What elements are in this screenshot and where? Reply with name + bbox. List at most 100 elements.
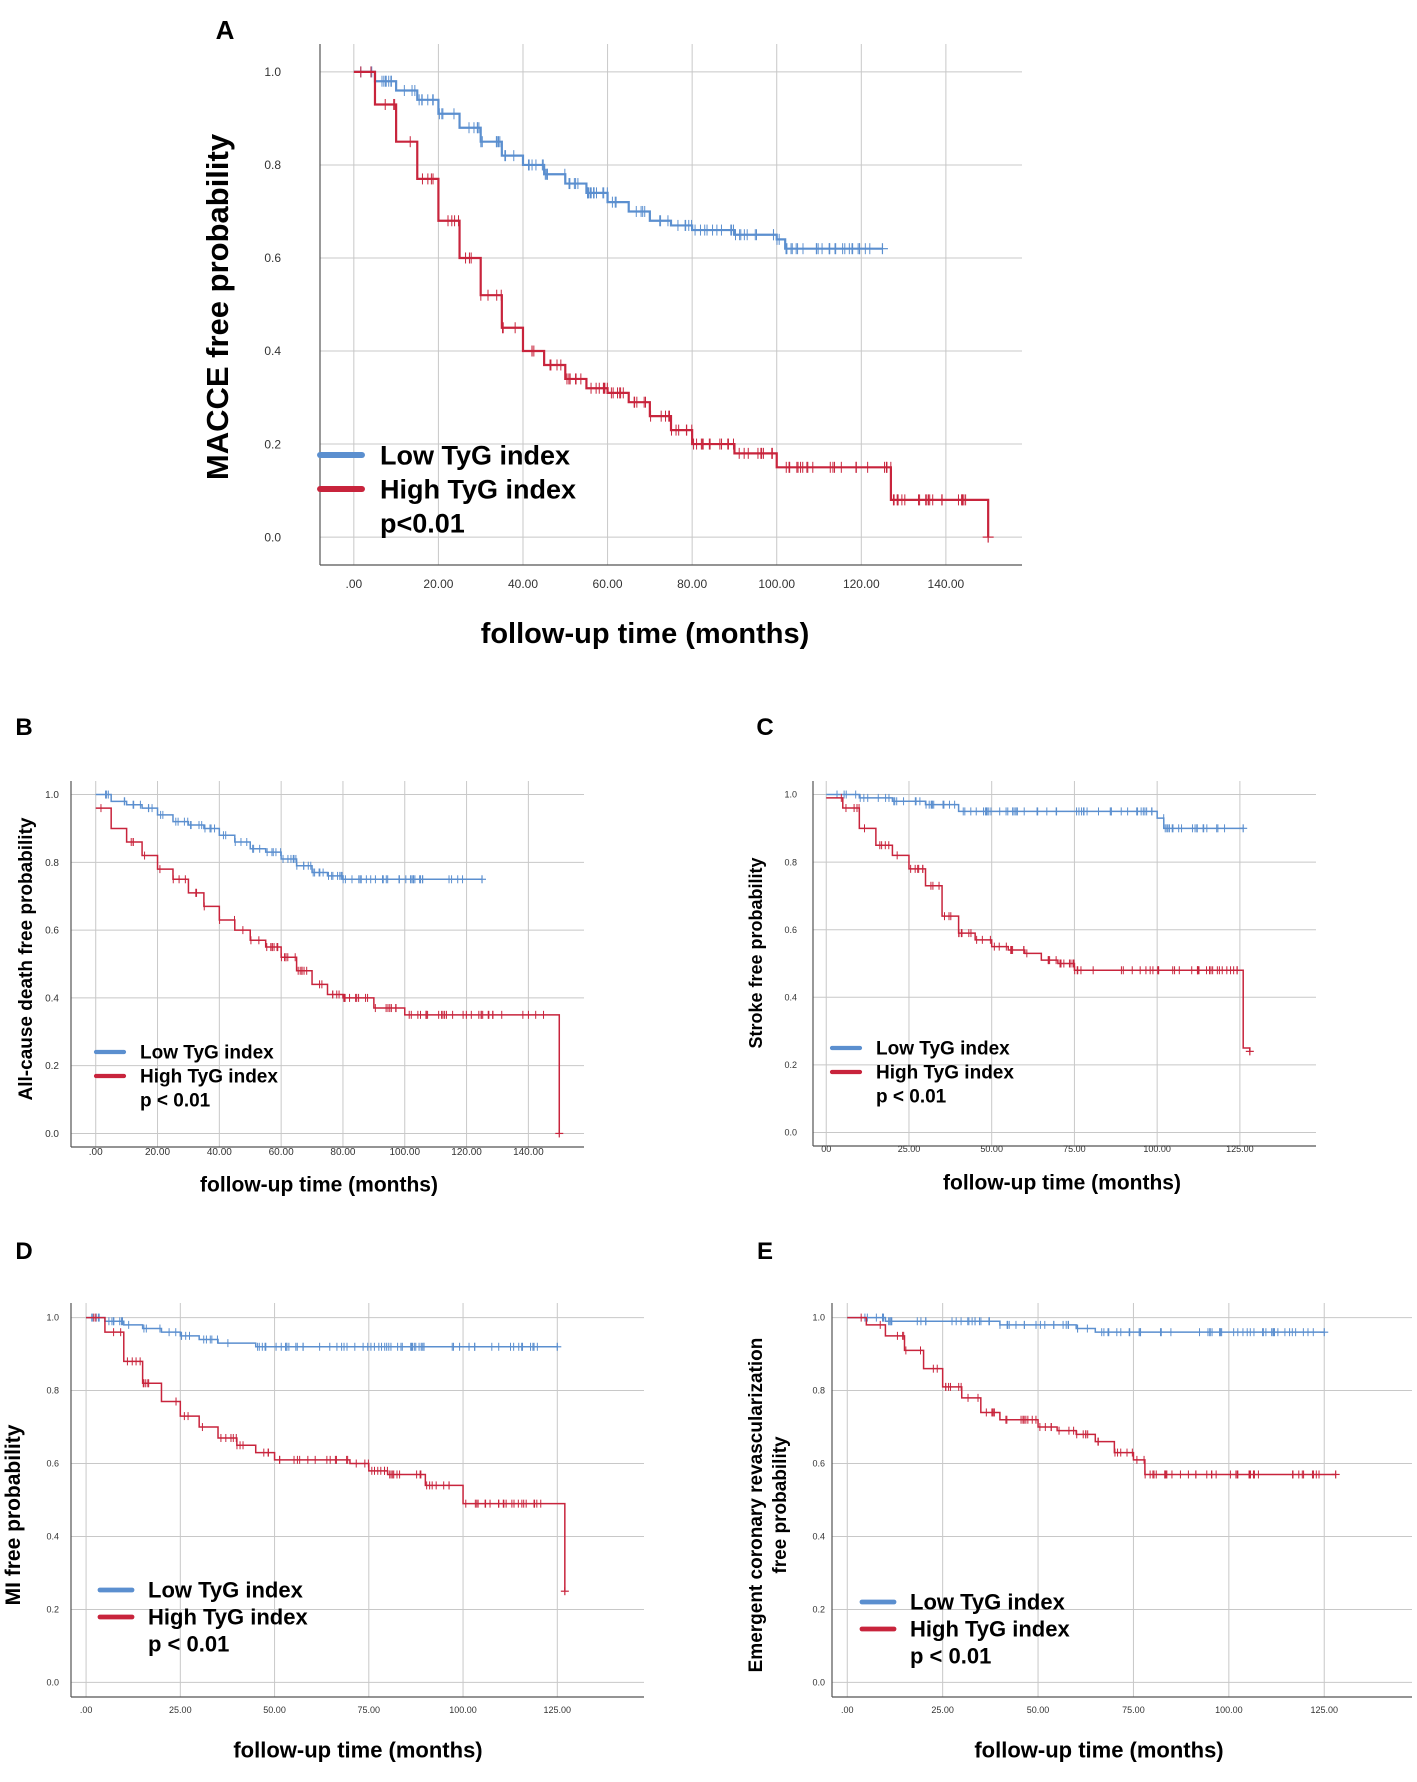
- y-tick-label: 1.0: [784, 790, 797, 800]
- x-tick-label: .00: [89, 1147, 103, 1158]
- y-tick-label: 0.6: [46, 1459, 59, 1469]
- x-tick-label: 40.00: [207, 1147, 232, 1158]
- x-tick-label: 100.00: [758, 577, 795, 591]
- x-tick-label: 60.00: [269, 1147, 294, 1158]
- panel-b: B .00 20.00 40.00 60.00 80.00 100.00 120.00 140.…: [15, 714, 584, 1196]
- x-tick-label: 50.00: [263, 1705, 286, 1715]
- x-tick-label: 75.00: [358, 1705, 381, 1715]
- p-value: p < 0.01: [910, 1644, 991, 1669]
- panel-letter: D: [15, 1238, 32, 1265]
- x-tick-label: 25.00: [169, 1705, 192, 1715]
- y-tick-label: 0.2: [46, 1605, 59, 1615]
- gridlines: [320, 44, 1022, 565]
- y-tick-label: 0.0: [46, 1678, 59, 1688]
- x-tick-label: 40.00: [508, 577, 538, 591]
- gridlines: [832, 1303, 1412, 1697]
- x-tick-label: 20.00: [145, 1147, 170, 1158]
- y-tick-label: 0.0: [45, 1129, 59, 1140]
- x-tick-label: 60.00: [593, 577, 623, 591]
- x-tick-label: 75.00: [1063, 1144, 1086, 1154]
- y-tick-label: 0.8: [784, 857, 797, 867]
- x-tick-label: 120.00: [843, 577, 880, 591]
- series-high-tyg: [86, 1313, 569, 1596]
- series-high-tyg: [826, 793, 1254, 1056]
- y-axis-label: MACCE free probability: [200, 133, 235, 480]
- y-tick-label: 0.8: [264, 158, 281, 172]
- legend: Low TyG index High TyG index p<0.01: [317, 440, 576, 538]
- p-value: p < 0.01: [876, 1087, 947, 1108]
- legend-label: Low TyG index: [140, 1043, 274, 1064]
- x-tick-label: .00: [345, 577, 362, 591]
- legend-label: High TyG index: [148, 1605, 308, 1630]
- x-tick-label: .00: [841, 1705, 854, 1715]
- series-low-tyg: [86, 1313, 562, 1351]
- x-tick-label: 50.00: [1027, 1705, 1050, 1715]
- legend-label: High TyG index: [910, 1617, 1070, 1642]
- x-tick-label: 100.00: [449, 1705, 477, 1715]
- x-tick-label: 125.00: [1226, 1144, 1254, 1154]
- y-axis-label: Emergent coronary revascularization free …: [746, 1338, 791, 1673]
- panel-a: A .00 20.00 40.00 60.00 80.00 100.00 120.00 140.…: [200, 15, 1022, 650]
- survival-curve: [826, 793, 1244, 830]
- y-tick-label: 0.8: [45, 858, 59, 869]
- survival-curve: [86, 1316, 558, 1348]
- x-tick-label: 80.00: [330, 1147, 355, 1158]
- legend-label: Low TyG index: [380, 440, 570, 470]
- y-tick-label: 0.2: [264, 437, 281, 451]
- x-tick-label: 125.00: [1310, 1705, 1338, 1715]
- y-tick-label: 1.0: [264, 65, 281, 79]
- x-tick-label: 00: [821, 1144, 831, 1154]
- y-axis-label-line: free probability: [770, 1436, 791, 1574]
- survival-curve: [95, 807, 561, 1134]
- panel-letter: C: [756, 714, 773, 741]
- y-tick-label: 1.0: [45, 790, 59, 801]
- series-high-tyg: [847, 1313, 1340, 1479]
- y-tick-label: 1.0: [46, 1313, 59, 1323]
- p-value: p < 0.01: [148, 1632, 229, 1657]
- series-low-tyg: [353, 66, 888, 255]
- y-tick-label: 0.6: [45, 926, 59, 937]
- x-tick-label: 100.00: [389, 1147, 420, 1158]
- y-tick-label: 0.6: [812, 1459, 825, 1469]
- x-tick-label: 20.00: [423, 577, 453, 591]
- y-tick-label: 0.0: [264, 530, 281, 544]
- x-tick-label: .00: [80, 1705, 93, 1715]
- x-tick-label: 125.00: [544, 1705, 572, 1715]
- survival-curve: [847, 1316, 1325, 1333]
- x-tick-label: 25.00: [931, 1705, 954, 1715]
- y-tick-label: 0.0: [784, 1128, 797, 1138]
- x-axis-label: follow-up time (months): [233, 1738, 482, 1763]
- gridlines: [71, 781, 584, 1147]
- survival-curve: [847, 1316, 1336, 1476]
- legend-label: Low TyG index: [910, 1590, 1066, 1615]
- legend-label: High TyG index: [140, 1067, 278, 1088]
- y-axis-label: Stroke free probability: [746, 857, 766, 1048]
- gridlines: [71, 1303, 644, 1697]
- x-tick-label: 80.00: [677, 577, 707, 591]
- series-low-tyg: [826, 790, 1248, 833]
- y-axis-label: MI free probability: [2, 1424, 25, 1605]
- y-tick-label: 0.8: [46, 1386, 59, 1396]
- x-axis-label: follow-up time (months): [943, 1171, 1181, 1194]
- y-tick-label: 0.2: [784, 1060, 797, 1070]
- y-tick-label: 0.6: [784, 925, 797, 935]
- series-low-tyg: [95, 790, 487, 884]
- legend-label: Low TyG index: [148, 1578, 304, 1603]
- y-tick-label: 0.8: [812, 1386, 825, 1396]
- p-value: p<0.01: [380, 508, 465, 538]
- y-tick-label: 0.2: [812, 1605, 825, 1615]
- survival-curve: [95, 793, 483, 881]
- x-tick-label: 140.00: [513, 1147, 544, 1158]
- x-tick-label: 140.00: [928, 577, 965, 591]
- survival-curve: [86, 1316, 566, 1592]
- y-tick-label: 0.2: [45, 1061, 59, 1072]
- y-tick-label: 0.4: [45, 993, 59, 1004]
- y-tick-label: 0.0: [812, 1678, 825, 1688]
- x-axis-label: follow-up time (months): [974, 1738, 1223, 1763]
- y-axis-label: All-cause death free probability: [16, 817, 37, 1100]
- survival-curve: [826, 797, 1251, 1052]
